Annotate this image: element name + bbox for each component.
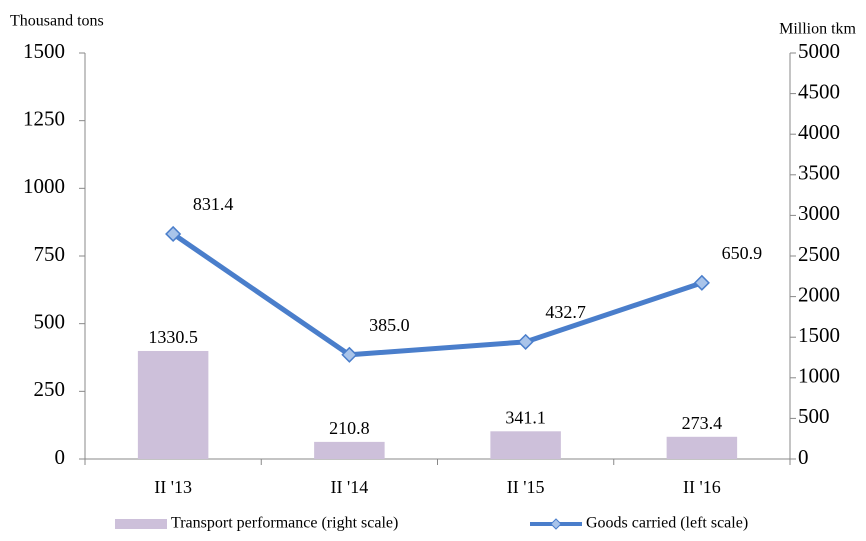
bar-value-label: 210.8 (329, 418, 370, 438)
marker (517, 333, 534, 350)
y-tick-label: 1500 (23, 39, 65, 63)
x-tick-label: II '16 (683, 477, 721, 497)
legend-label: Transport performance (right scale) (171, 515, 398, 532)
line-value-label: 831.4 (193, 194, 234, 214)
bar (314, 441, 385, 459)
y2-tick-label: 0 (798, 445, 809, 469)
bar (666, 436, 738, 459)
bar-value-label: 273.4 (682, 413, 723, 433)
line-value-label: 650.9 (722, 243, 763, 263)
y2-tick-label: 3500 (798, 161, 840, 185)
x-tick-label: II '15 (507, 477, 545, 497)
y-tick-label: 1250 (23, 106, 65, 130)
bar-value-label: 341.1 (505, 407, 546, 427)
line-value-label: 385.0 (369, 315, 410, 335)
bar-value-label: 1330.5 (148, 327, 198, 347)
y2-tick-label: 1500 (798, 323, 840, 347)
y2-tick-label: 5000 (798, 39, 840, 63)
y2-tick-label: 2500 (798, 242, 840, 266)
y2-tick-label: 2000 (798, 282, 840, 306)
y2-axis-label: Million tkm (779, 21, 856, 38)
y-tick-label: 1000 (23, 174, 65, 198)
line-value-label: 432.7 (545, 302, 586, 322)
y2-tick-label: 3000 (798, 201, 840, 225)
legend-swatch (115, 519, 167, 529)
y2-tick-label: 500 (798, 404, 830, 428)
marker (693, 274, 710, 291)
marker (165, 225, 182, 243)
marker (341, 346, 358, 363)
y-tick-label: 0 (55, 445, 66, 469)
y2-tick-label: 1000 (798, 364, 840, 388)
legend-label: Goods carried (left scale) (586, 515, 748, 532)
y-tick-label: 250 (34, 377, 66, 401)
y2-tick-label: 4500 (798, 79, 840, 103)
x-tick-label: II '14 (331, 477, 369, 497)
x-tick-label: II '13 (154, 477, 192, 497)
y-axis-label: Thousand tons (10, 13, 104, 30)
bar (137, 350, 209, 459)
y-tick-label: 750 (34, 242, 66, 266)
line (171, 231, 703, 358)
bar (490, 431, 561, 459)
y2-tick-label: 4000 (798, 120, 840, 144)
y-tick-label: 500 (34, 309, 66, 333)
legend-marker (550, 518, 562, 530)
